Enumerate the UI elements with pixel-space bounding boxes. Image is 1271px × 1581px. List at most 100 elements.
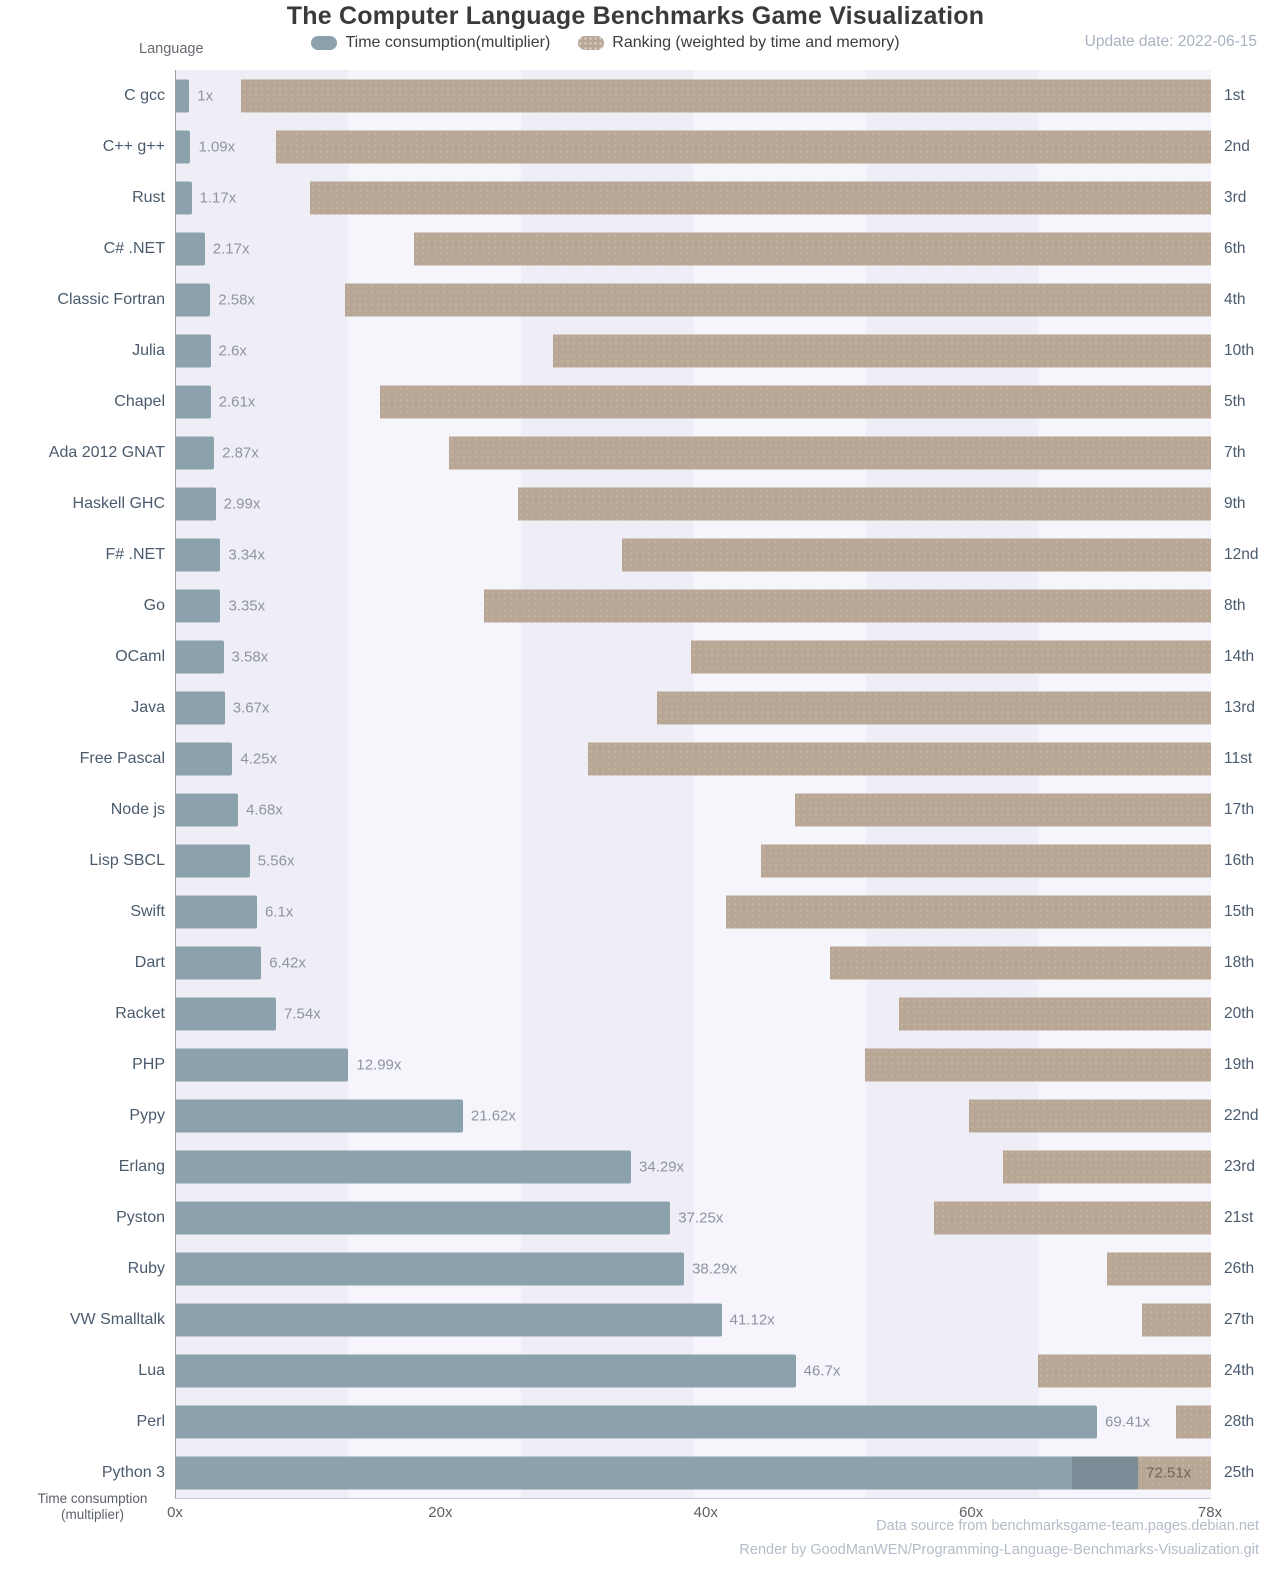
- x-axis-ticks: 0x 20x 40x 60x 78x: [167, 1504, 1222, 1524]
- rank-value-label: 10th: [1224, 341, 1255, 359]
- rank-value-label: 25th: [1224, 1463, 1255, 1481]
- y-axis-title: Language: [139, 41, 204, 57]
- multiplier-value-label: 3.35x: [228, 597, 266, 614]
- multiplier-value-label: 6.42x: [269, 954, 306, 971]
- time-bar: [176, 385, 211, 418]
- time-bar: [176, 1201, 671, 1234]
- rank-value-label: 15th: [1224, 902, 1255, 920]
- multiplier-value-label: 72.51x: [1146, 1464, 1192, 1481]
- chart-row-chapel: Chapel 2.61x 5th: [114, 376, 1246, 427]
- multiplier-value-label: 41.12x: [729, 1311, 775, 1328]
- ranking-bar: [726, 895, 1211, 928]
- rank-value-label: 19th: [1224, 1055, 1255, 1073]
- chart-row-python-3: Python 3 72.51x 25th: [102, 1447, 1254, 1498]
- chart-row-dart: Dart 6.42x 18th: [135, 937, 1254, 988]
- rank-value-label: 18th: [1224, 953, 1255, 971]
- rank-value-label: 24th: [1224, 1361, 1255, 1379]
- time-bar: [176, 1354, 796, 1387]
- language-label: Racket: [115, 1004, 165, 1022]
- rank-value-label: 8th: [1224, 596, 1246, 614]
- rank-value-label: 16th: [1224, 851, 1255, 869]
- ranking-bar: [587, 742, 1211, 775]
- time-bar: [176, 130, 191, 163]
- time-bar: [176, 1099, 463, 1132]
- multiplier-value-label: 37.25x: [678, 1209, 724, 1226]
- rank-value-label: 13rd: [1224, 698, 1256, 716]
- plot-area: C gcc 1x 1st C++ g++ 1.09x 2nd Rust 1.17x 3rd C# …: [49, 70, 1258, 1499]
- multiplier-value-label: 1.09x: [198, 138, 236, 155]
- chart-title: The Computer Language Benchmarks Game Vi…: [286, 2, 985, 30]
- rank-value-label: 26th: [1224, 1259, 1255, 1277]
- x-tick-60x: 60x: [959, 1504, 984, 1521]
- time-bar: [176, 793, 239, 826]
- multiplier-value-label: 69.41x: [1105, 1413, 1151, 1430]
- language-label: Lua: [138, 1361, 165, 1379]
- chart-row-ada-2012-gnat: Ada 2012 GNAT 2.87x 7th: [49, 427, 1246, 478]
- language-label: Classic Fortran: [57, 290, 165, 308]
- ranking-bar: [622, 538, 1211, 571]
- time-bar: [176, 436, 215, 469]
- language-label: C# .NET: [103, 239, 165, 257]
- multiplier-value-label: 4.25x: [240, 750, 278, 767]
- time-bar: [176, 232, 205, 265]
- language-label: Lisp SBCL: [89, 851, 165, 869]
- multiplier-value-label: 46.7x: [803, 1362, 841, 1379]
- rank-value-label: 27th: [1224, 1310, 1255, 1328]
- ranking-bar: [310, 181, 1211, 214]
- ranking-bar: [691, 640, 1211, 673]
- update-date: Update date: 2022-06-15: [1084, 33, 1257, 50]
- chart-row-julia: Julia 2.6x 10th: [132, 325, 1254, 376]
- multiplier-value-label: 2.61x: [218, 393, 256, 410]
- time-bar: [176, 691, 225, 724]
- language-label: Python 3: [101, 1463, 165, 1481]
- language-label: Ruby: [127, 1259, 165, 1277]
- rank-value-label: 4th: [1224, 290, 1246, 308]
- language-label: Chapel: [114, 392, 165, 410]
- ranking-bar: [379, 385, 1211, 418]
- language-label: Perl: [136, 1412, 165, 1430]
- language-label: PHP: [132, 1055, 165, 1073]
- ranking-bar: [899, 997, 1211, 1030]
- legend-item-ranking[interactable]: Ranking (weighted by time and memory): [578, 34, 900, 52]
- language-label: OCaml: [115, 647, 165, 665]
- x-axis-title-line2: (multiplier): [60, 1507, 124, 1523]
- bar-rows-container: C gcc 1x 1st C++ g++ 1.09x 2nd Rust 1.17x 3rd C# …: [49, 70, 1258, 1498]
- rank-value-label: 5th: [1224, 392, 1246, 410]
- legend-item-time-consumption[interactable]: Time consumption(multiplier): [311, 34, 550, 52]
- chart-row-ruby: Ruby 38.29x 26th: [128, 1243, 1254, 1294]
- time-series-swatch-icon: [311, 36, 338, 50]
- language-label: F# .NET: [105, 545, 165, 563]
- chart-row-node-js: Node js 4.68x 17th: [111, 784, 1254, 835]
- time-bar: [176, 334, 211, 367]
- ranking-bar: [414, 232, 1211, 265]
- chart-row-perl: Perl 69.41x 28th: [137, 1396, 1254, 1447]
- multiplier-value-label: 3.58x: [231, 648, 269, 665]
- rank-value-label: 23rd: [1224, 1157, 1256, 1175]
- language-label: Free Pascal: [79, 749, 165, 767]
- rank-value-label: 22nd: [1224, 1106, 1259, 1124]
- time-bar: [176, 1048, 349, 1081]
- time-bar: [176, 487, 216, 520]
- chart-row-c-gcc: C gcc 1x 1st: [124, 70, 1245, 121]
- ranking-bar: [518, 487, 1211, 520]
- chart-row-lisp-sbcl: Lisp SBCL 5.56x 16th: [89, 835, 1254, 886]
- chart-footer: Data source from benchmarksgame-team.pag…: [739, 1514, 1259, 1562]
- chart-row-java: Java 3.67x 13rd: [131, 682, 1255, 733]
- chart-row-lua: Lua 46.7x 24th: [138, 1345, 1254, 1396]
- render-credit-note: Render by GoodManWEN/Programming-Languag…: [739, 1542, 1259, 1558]
- language-label: C++ g++: [102, 137, 165, 155]
- rank-value-label: 6th: [1224, 239, 1246, 257]
- ranking-bar: [552, 334, 1211, 367]
- ranking-bar: [483, 589, 1211, 622]
- multiplier-value-label: 3.67x: [232, 699, 270, 716]
- chart-row-ocaml: OCaml 3.58x 14th: [115, 631, 1254, 682]
- multiplier-value-label: 4.68x: [246, 801, 283, 818]
- language-label: Rust: [132, 188, 165, 206]
- rank-value-label: 1st: [1224, 86, 1245, 104]
- language-label: Java: [131, 698, 165, 716]
- chart-row-c-net: C# .NET 2.17x 6th: [104, 223, 1246, 274]
- time-bar: [176, 79, 190, 112]
- language-label: Pyston: [116, 1208, 165, 1226]
- chart-row-swift: Swift 6.1x 15th: [130, 886, 1254, 937]
- ranking-bar: [241, 79, 1211, 112]
